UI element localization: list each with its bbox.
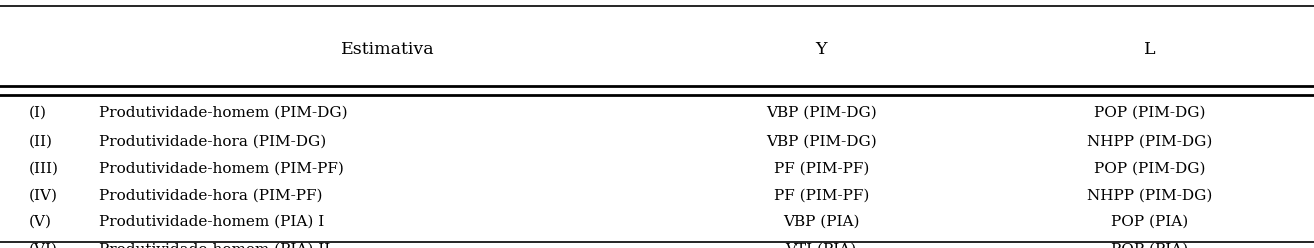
Text: Produtividade-hora (PIM-DG): Produtividade-hora (PIM-DG) bbox=[99, 134, 326, 148]
Text: POP (PIM-DG): POP (PIM-DG) bbox=[1095, 162, 1205, 176]
Text: (II): (II) bbox=[29, 134, 53, 148]
Text: POP (PIA): POP (PIA) bbox=[1112, 215, 1188, 229]
Text: VBP (PIA): VBP (PIA) bbox=[783, 215, 859, 229]
Text: L: L bbox=[1144, 41, 1155, 58]
Text: VTI (PIA): VTI (PIA) bbox=[786, 242, 857, 248]
Text: Produtividade-homem (PIM-PF): Produtividade-homem (PIM-PF) bbox=[99, 162, 343, 176]
Text: Estimativa: Estimativa bbox=[340, 41, 435, 58]
Text: Produtividade-hora (PIM-PF): Produtividade-hora (PIM-PF) bbox=[99, 189, 322, 203]
Text: (I): (I) bbox=[29, 106, 47, 120]
Text: Produtividade-homem (PIM-DG): Produtividade-homem (PIM-DG) bbox=[99, 106, 347, 120]
Text: POP (PIA): POP (PIA) bbox=[1112, 242, 1188, 248]
Text: Produtividade-homem (PIA) I: Produtividade-homem (PIA) I bbox=[99, 215, 323, 229]
Text: (V): (V) bbox=[29, 215, 53, 229]
Text: POP (PIM-DG): POP (PIM-DG) bbox=[1095, 106, 1205, 120]
Text: (IV): (IV) bbox=[29, 189, 58, 203]
Text: PF (PIM-PF): PF (PIM-PF) bbox=[774, 162, 869, 176]
Text: Produtividade-homem (PIA) II: Produtividade-homem (PIA) II bbox=[99, 242, 330, 248]
Text: (III): (III) bbox=[29, 162, 59, 176]
Text: PF (PIM-PF): PF (PIM-PF) bbox=[774, 189, 869, 203]
Text: NHPP (PIM-DG): NHPP (PIM-DG) bbox=[1087, 189, 1213, 203]
Text: VBP (PIM-DG): VBP (PIM-DG) bbox=[766, 106, 876, 120]
Text: NHPP (PIM-DG): NHPP (PIM-DG) bbox=[1087, 134, 1213, 148]
Text: (VI): (VI) bbox=[29, 242, 58, 248]
Text: VBP (PIM-DG): VBP (PIM-DG) bbox=[766, 134, 876, 148]
Text: Y: Y bbox=[816, 41, 827, 58]
